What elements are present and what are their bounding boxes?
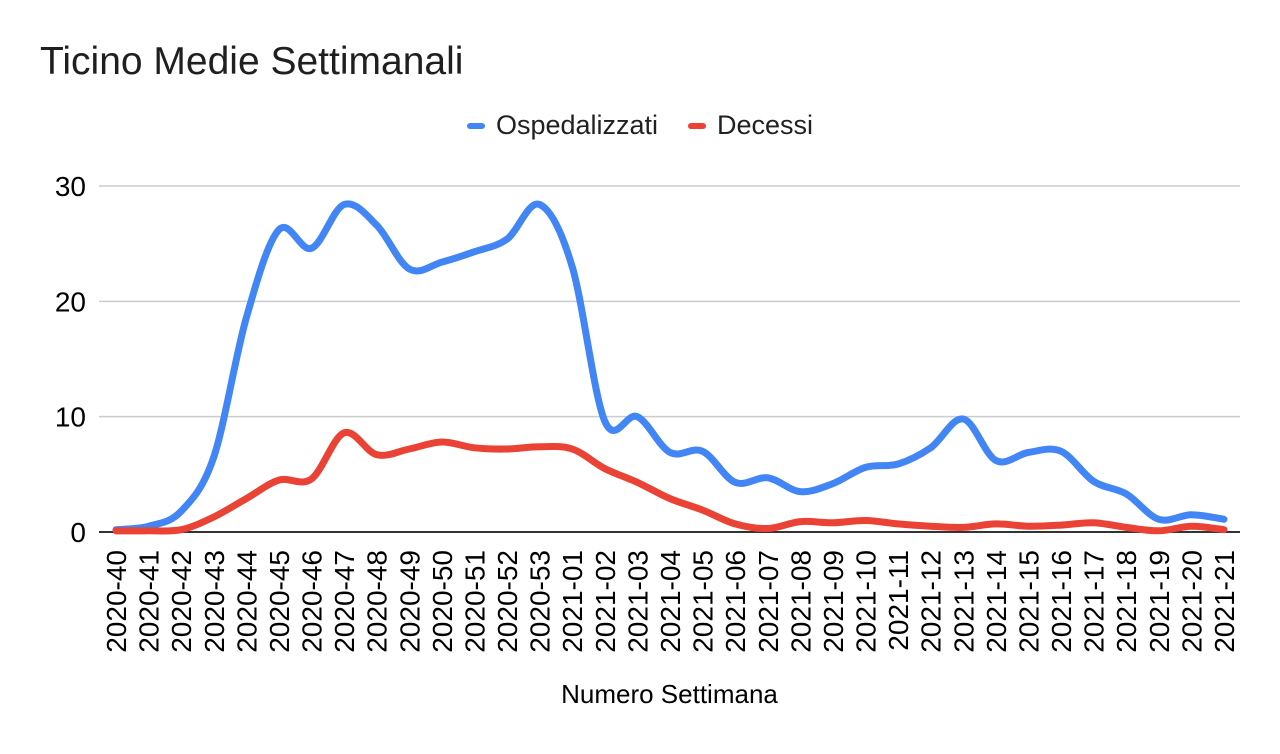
x-tick-label: 2021-03 — [622, 550, 653, 653]
x-tick-label: 2021-16 — [1046, 550, 1077, 653]
x-tick-label: 2020-40 — [101, 550, 132, 653]
x-tick-label: 2021-12 — [916, 550, 947, 653]
legend-swatch-ospedalizzati-icon — [466, 122, 485, 129]
x-tick-label: 2021-10 — [851, 550, 882, 653]
series-line-ospedalizzati — [112, 200, 1228, 534]
y-tick-label: 30 — [55, 171, 86, 202]
x-tick-label: 2020-42 — [166, 550, 197, 653]
x-tick-label: 2020-52 — [492, 550, 523, 653]
x-tick-label: 2021-14 — [981, 550, 1012, 653]
x-tick-label: 2020-51 — [459, 550, 490, 653]
x-tick-label: 2021-07 — [753, 550, 784, 653]
x-tick-label: 2021-04 — [655, 550, 686, 653]
x-tick-label: 2020-44 — [231, 550, 262, 653]
x-tick-label: 2021-02 — [590, 550, 621, 653]
x-tick-label: 2021-06 — [720, 550, 751, 653]
x-tick-label: 2021-18 — [1111, 550, 1142, 653]
legend-item-decessi: Decessi — [688, 110, 813, 141]
x-tick-label: 2021-05 — [688, 550, 719, 653]
x-tick-label: 2020-45 — [264, 550, 295, 653]
series-line-decessi — [112, 428, 1228, 535]
legend: Ospedalizzati Decessi — [0, 110, 1280, 141]
x-tick-label: 2020-48 — [362, 550, 393, 653]
x-tick-label: 2020-43 — [199, 550, 230, 653]
chart-title: Ticino Medie Settimanali — [40, 40, 464, 83]
legend-item-ospedalizzati: Ospedalizzati — [466, 110, 659, 141]
y-tick-label: 10 — [55, 402, 86, 433]
x-tick-label: 2021-17 — [1079, 550, 1110, 653]
x-tick-label: 2020-53 — [525, 550, 556, 653]
x-tick-label: 2021-11 — [883, 550, 914, 651]
y-tick-label: 0 — [70, 517, 86, 548]
x-axis-title: Numero Settimana — [561, 679, 778, 709]
x-tick-label: 2020-41 — [134, 550, 165, 653]
x-tick-label: 2020-46 — [297, 550, 328, 653]
x-tick-label: 2021-21 — [1209, 550, 1240, 653]
x-tick-label: 2021-08 — [785, 550, 816, 653]
legend-swatch-decessi-icon — [688, 122, 707, 129]
x-tick-label: 2020-47 — [329, 550, 360, 653]
x-tick-label: 2020-50 — [427, 550, 458, 653]
x-tick-label: 2021-01 — [557, 550, 588, 653]
x-tick-label: 2021-20 — [1176, 550, 1207, 653]
legend-label-decessi: Decessi — [717, 110, 814, 140]
x-tick-label: 2021-09 — [818, 550, 849, 653]
x-tick-label: 2021-19 — [1144, 550, 1175, 653]
legend-label-ospedalizzati: Ospedalizzati — [495, 110, 659, 140]
x-tick-label: 2020-49 — [394, 550, 425, 653]
x-tick-label: 2021-13 — [948, 550, 979, 653]
y-tick-label: 20 — [55, 286, 86, 317]
x-tick-label: 2021-15 — [1013, 550, 1044, 653]
